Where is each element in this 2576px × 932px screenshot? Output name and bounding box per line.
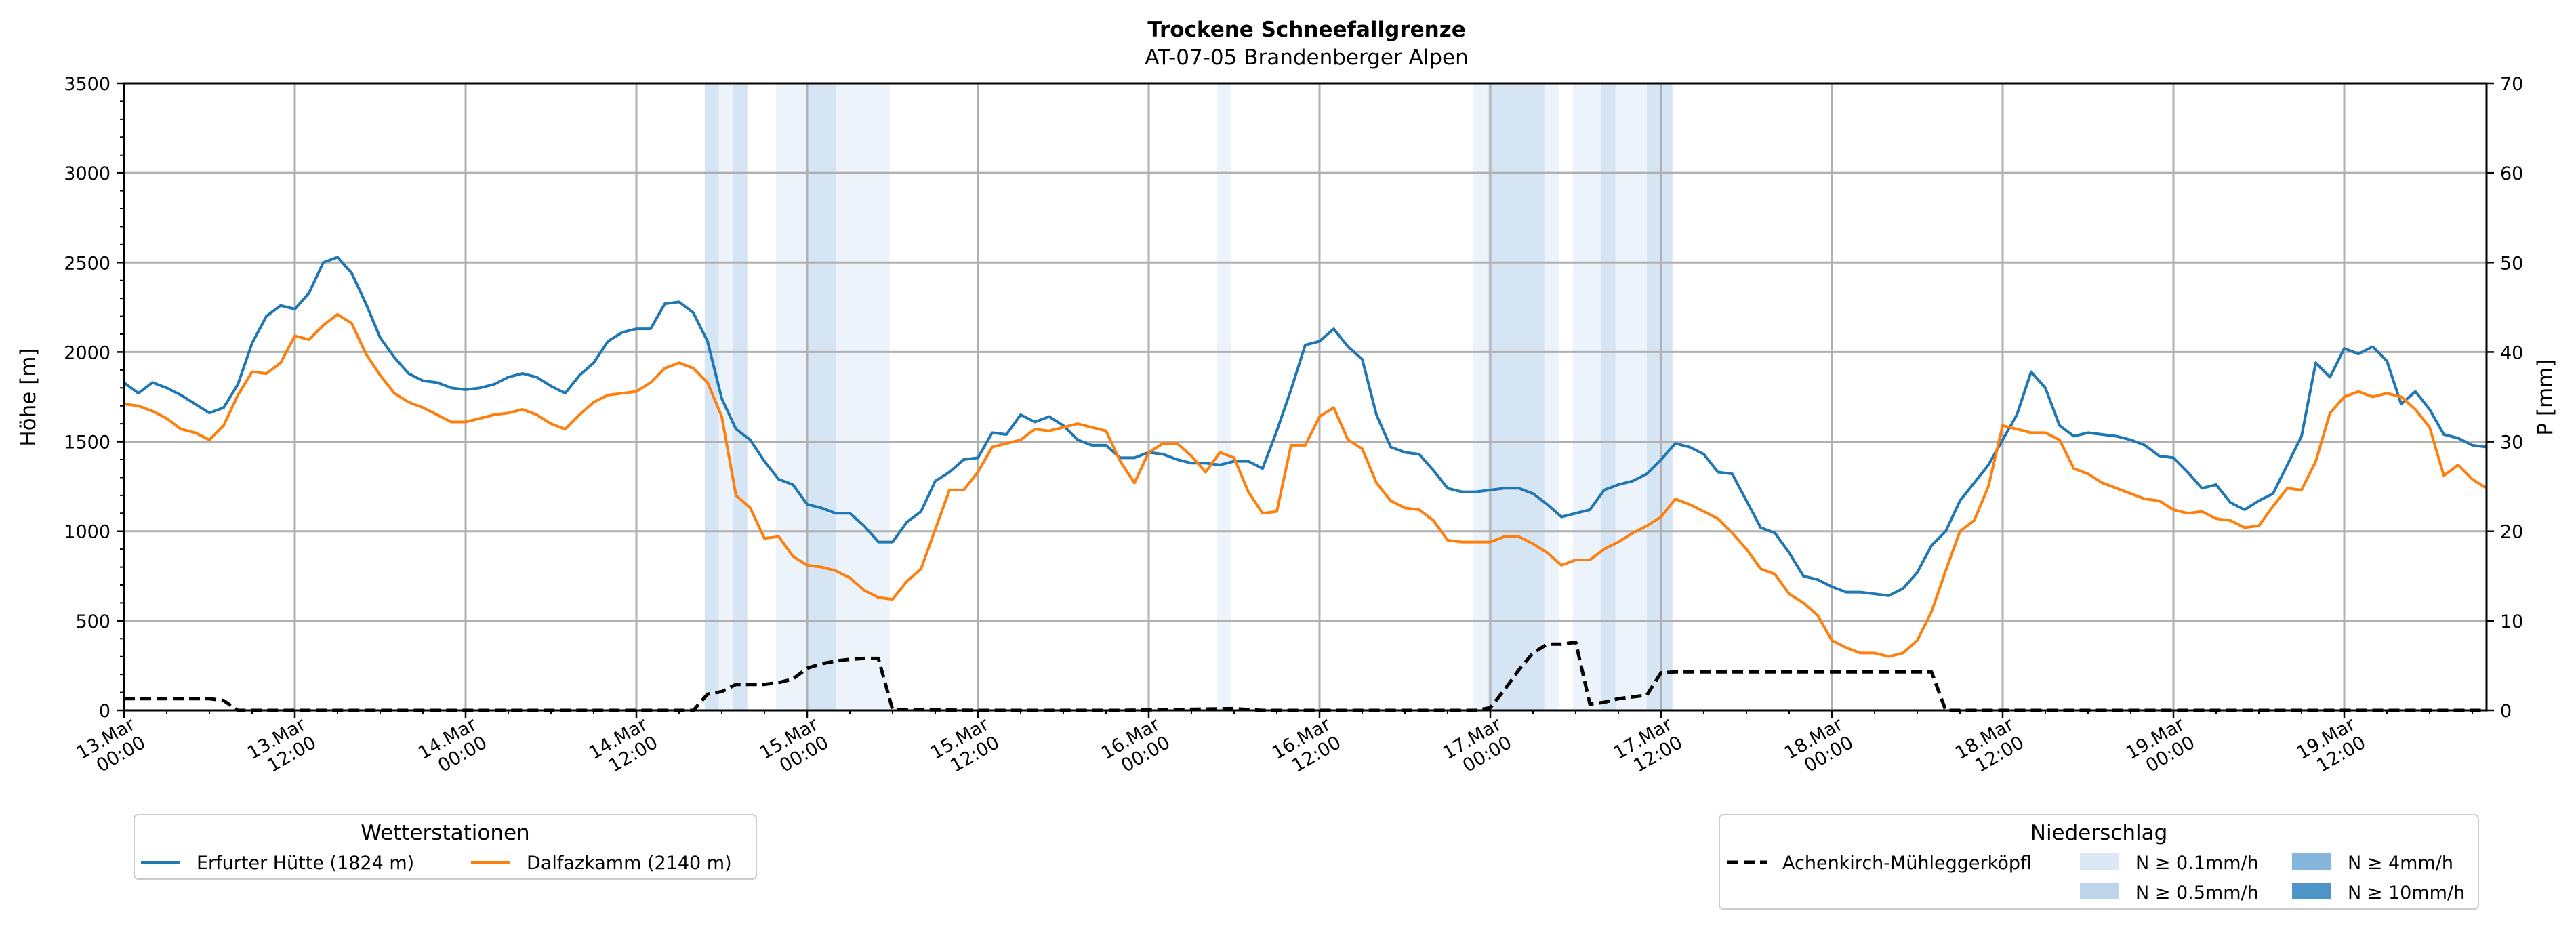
y2-tick-label-0: 0 xyxy=(2500,701,2512,722)
y2-tick-label-5: 50 xyxy=(2500,253,2523,274)
plot-frame xyxy=(123,82,2488,712)
precip-band-9 xyxy=(1544,83,1559,710)
legend-label-precip-10: N ≥ 10mm/h xyxy=(2348,883,2465,904)
y2-tick-label-7: 70 xyxy=(2500,74,2523,95)
y-tick-label-6: 3000 xyxy=(64,163,110,184)
legend-label-precip-01: N ≥ 0.1mm/h xyxy=(2135,853,2259,874)
y-tick-label-2: 1000 xyxy=(64,522,110,543)
precip-band-2 xyxy=(733,83,748,710)
legend-label-dalfazkamm: Dalfazkamm (2140 m) xyxy=(527,853,732,874)
legend-label-achenkirch: Achenkirch-Mühleggerköpfl xyxy=(1782,853,2032,874)
precip-band-0 xyxy=(704,83,719,710)
precip-band-3 xyxy=(775,83,807,710)
precip-band-11 xyxy=(1601,83,1616,710)
legend-stations: Wetterstationen Erfurter Hütte (1824 m) … xyxy=(134,814,757,880)
y-tick-label-0: 0 xyxy=(99,701,110,722)
y-tick-label-4: 2000 xyxy=(64,342,110,363)
y-tick-label-3: 1500 xyxy=(64,432,110,453)
precip-band-1 xyxy=(718,83,733,710)
precip-band-6 xyxy=(1217,83,1231,710)
precip-band-12 xyxy=(1615,83,1647,710)
chart-title: Trockene Schneefallgrenze xyxy=(1147,18,1466,42)
series-line-0 xyxy=(123,256,2487,597)
precip-band-10 xyxy=(1572,83,1601,710)
legend-swatch-precip-4 xyxy=(2292,853,2331,870)
chart-subtitle: AT-07-05 Brandenberger Alpen xyxy=(1145,45,1469,70)
legend-stations-box xyxy=(134,814,757,880)
legend-swatch-precip-01 xyxy=(2080,853,2119,870)
y-axis-label: Höhe [m] xyxy=(16,348,41,446)
legend-precip: Niederschlag Achenkirch-Mühleggerköpfl N… xyxy=(1719,814,2479,910)
legend-label-precip-4: N ≥ 4mm/h xyxy=(2348,853,2453,874)
legend-label-erfurter: Erfurter Hütte (1824 m) xyxy=(197,853,414,874)
precip-band-7 xyxy=(1473,83,1488,710)
legend-precip-title: Niederschlag xyxy=(2030,821,2168,845)
precip-band-4 xyxy=(807,83,836,710)
grid-lines xyxy=(124,83,2487,710)
y2-tick-label-3: 30 xyxy=(2500,432,2523,453)
precip-band-8 xyxy=(1487,83,1545,710)
y-tick-label-1: 500 xyxy=(75,611,110,632)
precip-band-13 xyxy=(1647,83,1673,710)
y2-tick-label-6: 60 xyxy=(2500,163,2523,184)
y2-tick-label-2: 20 xyxy=(2500,522,2523,543)
y2-axis-label: P [mm] xyxy=(2533,359,2558,435)
precip-band-5 xyxy=(836,83,890,710)
legend-swatch-precip-05 xyxy=(2080,883,2119,899)
legend-swatch-precip-10 xyxy=(2292,883,2331,899)
series-line-1 xyxy=(123,312,2488,658)
legend-label-precip-05: N ≥ 0.5mm/h xyxy=(2135,883,2259,904)
y-tick-label-5: 2500 xyxy=(64,253,110,274)
y2-tick-label-4: 40 xyxy=(2500,342,2523,363)
y2-tick-label-1: 10 xyxy=(2500,611,2523,632)
series-lines xyxy=(123,256,2488,712)
series-line-2 xyxy=(124,641,2487,712)
legend-stations-title: Wetterstationen xyxy=(361,821,529,845)
x-tick-label-6: 16.Mar00:00 xyxy=(1098,714,1174,782)
y-tick-label-7: 3500 xyxy=(64,74,110,95)
